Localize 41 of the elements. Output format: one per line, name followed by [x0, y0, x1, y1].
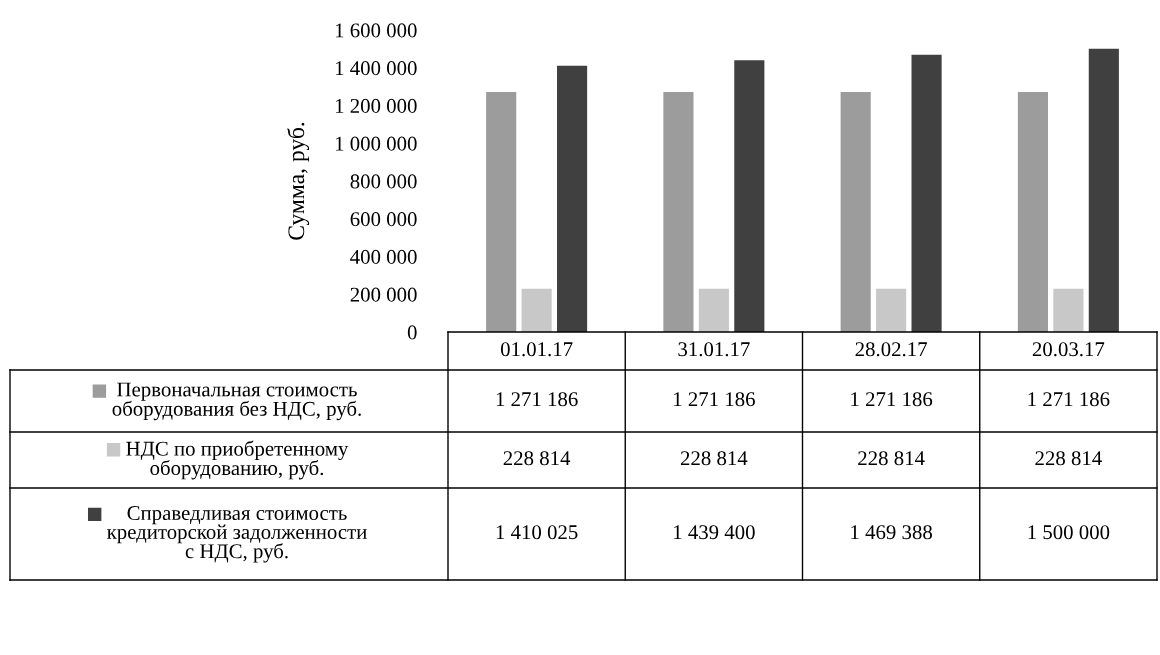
bar	[486, 92, 517, 332]
bar	[1053, 288, 1084, 332]
data-label: 1 271 186	[496, 392, 578, 407]
x-tick-label: 01.01.17	[500, 342, 573, 357]
x-tick-label: 31.01.17	[678, 342, 750, 357]
data-label: 1 439 400	[674, 525, 755, 540]
bar	[557, 65, 588, 332]
legend-label: НДС по приобретенному оборудованию, руб.	[126, 440, 349, 480]
bar	[1017, 92, 1048, 332]
y-tick-label: 1 200 000	[335, 98, 417, 113]
data-label: 1 271 186	[1028, 392, 1110, 407]
y-tick-label: 1 400 000	[335, 61, 417, 76]
y-tick-label: 200 000	[350, 287, 417, 302]
bar	[1088, 48, 1119, 332]
y-tick-label: 1 000 000	[335, 136, 417, 151]
data-label: 1 500 000	[1028, 525, 1110, 540]
legend-label: Справедливая стоимость кредиторской задолженности с НДС, руб.	[107, 506, 367, 563]
x-tick-label: 20.03.17	[1032, 342, 1105, 357]
data-label: 1 271 186	[674, 392, 755, 407]
data-label: 228 814	[680, 451, 748, 466]
y-tick-label: 1 600 000	[335, 23, 417, 38]
bar	[840, 92, 871, 332]
bar	[911, 54, 942, 332]
y-tick-label: 400 000	[350, 249, 417, 264]
legend-label: Первоначальная стоимость оборудования без НДС, руб.	[112, 382, 361, 421]
bar	[521, 288, 552, 332]
data-label: 228 814	[503, 451, 571, 466]
bar	[734, 60, 765, 332]
y-tick-label: 800 000	[350, 174, 417, 189]
y-tick-label: 0	[407, 325, 417, 340]
data-label: 1 271 186	[851, 392, 933, 407]
bar	[663, 92, 694, 332]
y-axis-title: Сумма, руб.	[287, 122, 310, 240]
bar	[698, 288, 729, 332]
bar	[876, 288, 907, 332]
data-label: 1 469 388	[851, 525, 932, 540]
data-label: 1 410 025	[496, 525, 578, 540]
data-label: 228 814	[1035, 451, 1102, 466]
x-tick-label: 28.02.17	[855, 342, 927, 357]
data-label: 228 814	[858, 451, 925, 466]
y-tick-label: 600 000	[350, 212, 417, 227]
